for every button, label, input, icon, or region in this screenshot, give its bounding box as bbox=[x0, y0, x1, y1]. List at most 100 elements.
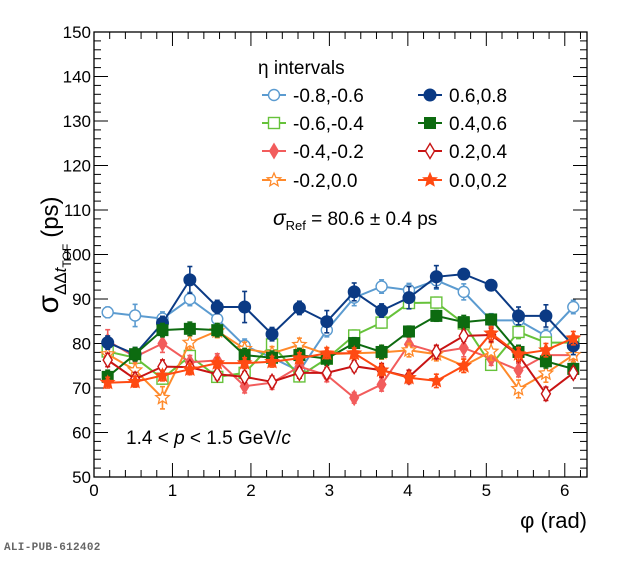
data-point bbox=[430, 309, 443, 322]
data-point bbox=[428, 372, 445, 388]
data-point bbox=[264, 353, 280, 369]
data-point bbox=[102, 351, 114, 369]
data-point bbox=[457, 267, 471, 281]
data-point bbox=[349, 389, 360, 407]
y-tick-label: 80 bbox=[72, 335, 91, 354]
data-point bbox=[266, 372, 278, 391]
data-point bbox=[154, 389, 171, 405]
data-point bbox=[181, 333, 199, 350]
data-point bbox=[181, 360, 198, 377]
y-axis-symbol: σ bbox=[32, 295, 65, 314]
data-point bbox=[401, 369, 417, 385]
data-point bbox=[346, 345, 363, 361]
data-point bbox=[376, 375, 387, 393]
data-point bbox=[238, 300, 252, 314]
legend-marker bbox=[424, 117, 436, 129]
legend-label: -0.8,-0.6 bbox=[293, 86, 364, 107]
data-point bbox=[375, 345, 388, 358]
legend-entry: 0.4,0.6 bbox=[418, 114, 507, 135]
y-axis-sub2: TOF bbox=[60, 244, 74, 268]
x-tick-label: 3 bbox=[325, 481, 334, 500]
svg-text:σΔΔtTOF(ps): σΔΔtTOF (ps) bbox=[32, 196, 74, 313]
legend-entry: -0.4,-0.2 bbox=[262, 142, 364, 163]
x-tick-label: 2 bbox=[246, 481, 255, 500]
sigma-ref-value: = 80.6 ± 0.4 ps bbox=[306, 209, 437, 230]
legend-label: 0.0,0.2 bbox=[449, 171, 507, 192]
series-0_0_0_2 bbox=[99, 325, 582, 390]
y-tick-label: 90 bbox=[72, 290, 91, 309]
legend-entry: 0.2,0.4 bbox=[418, 142, 508, 163]
legend-marker bbox=[424, 142, 436, 160]
data-point bbox=[154, 367, 171, 383]
legend-label: -0.2,0.0 bbox=[293, 171, 357, 192]
legend-label: -0.4,-0.2 bbox=[293, 142, 364, 163]
data-point bbox=[402, 291, 416, 305]
data-point bbox=[539, 309, 553, 323]
data-point bbox=[513, 361, 524, 379]
legend-marker bbox=[423, 88, 437, 102]
legend-marker bbox=[267, 88, 281, 102]
data-point bbox=[101, 336, 115, 350]
data-point bbox=[429, 270, 443, 284]
legend-label: 0.2,0.4 bbox=[449, 142, 508, 163]
y-axis-sub1: ΔΔ bbox=[51, 272, 70, 295]
data-point bbox=[294, 364, 305, 382]
x-tick-label: 0 bbox=[89, 481, 98, 500]
sigma-ref-symbol: σ bbox=[273, 207, 287, 230]
data-point bbox=[485, 313, 498, 326]
legend-entry: 0.6,0.8 bbox=[418, 86, 507, 107]
data-point bbox=[375, 304, 389, 318]
legend-marker bbox=[265, 171, 283, 188]
legend-marker bbox=[268, 142, 280, 160]
y-tick-label: 100 bbox=[63, 246, 91, 265]
x-tick-label: 5 bbox=[482, 481, 491, 500]
data-point bbox=[211, 324, 224, 337]
data-point bbox=[540, 384, 552, 403]
data-point bbox=[538, 341, 554, 357]
legend-entry: -0.8,-0.6 bbox=[262, 86, 364, 107]
data-point bbox=[431, 343, 442, 361]
y-tick-label: 70 bbox=[72, 379, 91, 398]
data-point bbox=[211, 365, 223, 384]
y-tick-label: 120 bbox=[63, 157, 91, 176]
data-point bbox=[567, 364, 579, 382]
data-point bbox=[183, 322, 196, 335]
x-tick-label: 4 bbox=[403, 481, 412, 500]
data-point bbox=[99, 374, 116, 390]
y-tick-label: 130 bbox=[63, 112, 91, 131]
series-layer bbox=[99, 264, 582, 410]
y-axis-sub-t: t bbox=[51, 266, 70, 272]
axis-ticks bbox=[93, 31, 587, 478]
legend-entry: -0.6,-0.4 bbox=[262, 114, 364, 135]
y-axis-unit: (ps) bbox=[37, 196, 64, 237]
data-point bbox=[400, 341, 418, 358]
legend-entry: -0.2,0.0 bbox=[262, 171, 357, 192]
data-point bbox=[291, 349, 308, 365]
data-point bbox=[348, 357, 360, 376]
momentum-var-c: c bbox=[281, 428, 291, 449]
data-point bbox=[375, 316, 388, 329]
y-tick-label: 50 bbox=[72, 468, 91, 487]
series-_0_8_0_6 bbox=[101, 270, 580, 379]
momentum-annotation: 1.4 < p < 1.5 GeV/c bbox=[126, 428, 291, 449]
data-point bbox=[567, 300, 580, 314]
x-tick-label: 6 bbox=[560, 481, 569, 500]
x-tick-label: 1 bbox=[168, 481, 177, 500]
data-point bbox=[183, 273, 197, 287]
data-point bbox=[482, 342, 500, 359]
y-axis-title: σΔΔtTOF (ps) bbox=[32, 196, 74, 313]
series-line bbox=[107, 279, 575, 373]
data-point bbox=[320, 315, 334, 329]
data-point bbox=[512, 325, 525, 339]
data-point bbox=[458, 327, 470, 345]
data-point bbox=[458, 339, 469, 357]
data-point bbox=[321, 364, 333, 382]
data-point bbox=[101, 306, 114, 319]
legend-label: 0.4,0.6 bbox=[449, 114, 507, 135]
series-0_6_0_8 bbox=[101, 264, 580, 362]
data-point bbox=[347, 285, 361, 299]
legend-entry: 0.0,0.2 bbox=[418, 171, 507, 192]
series-line bbox=[107, 331, 574, 384]
data-point bbox=[265, 327, 279, 341]
